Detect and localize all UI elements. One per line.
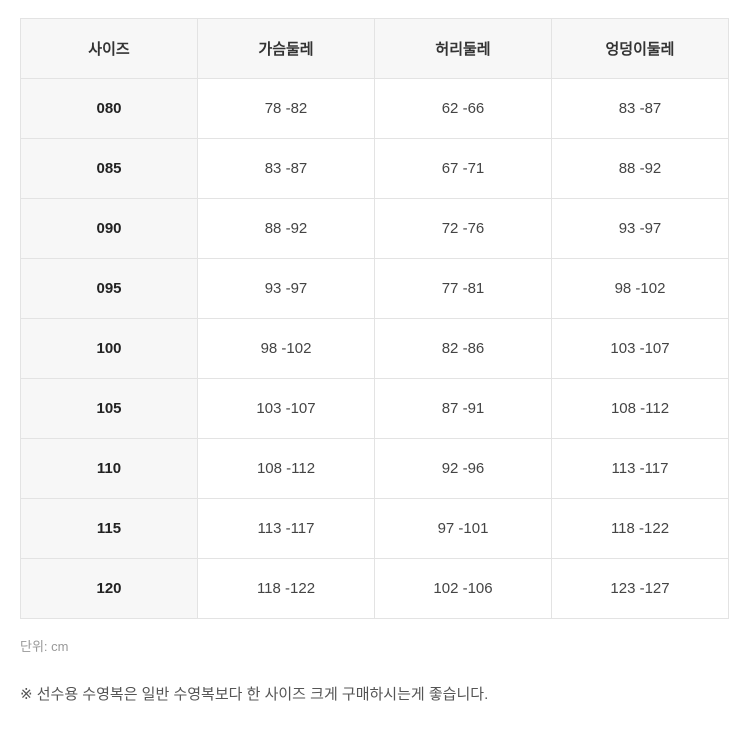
cell-hip: 93 -97 [551,198,729,259]
cell-hip: 108 -112 [551,378,729,439]
cell-chest: 98 -102 [197,318,375,379]
cell-hip: 88 -92 [551,138,729,199]
cell-waist: 72 -76 [374,198,552,259]
cell-chest: 103 -107 [197,378,375,439]
cell-chest: 78 -82 [197,78,375,139]
table-row: 080 78 -82 62 -66 83 -87 [20,78,729,139]
size-note: ※ 선수용 수영복은 일반 수영복보다 한 사이즈 크게 구매하시는게 좋습니다… [20,686,489,703]
table-row: 120 118 -122 102 -106 123 -127 [20,558,729,619]
table-row: 095 93 -97 77 -81 98 -102 [20,258,729,319]
cell-chest: 88 -92 [197,198,375,259]
cell-hip: 98 -102 [551,258,729,319]
unit-label: 단위: cm [20,639,69,654]
cell-waist: 67 -71 [374,138,552,199]
cell-waist: 92 -96 [374,438,552,499]
cell-waist: 97 -101 [374,498,552,559]
cell-size: 100 [20,318,198,379]
cell-size: 085 [20,138,198,199]
cell-hip: 123 -127 [551,558,729,619]
cell-waist: 77 -81 [374,258,552,319]
table-row: 090 88 -92 72 -76 93 -97 [20,198,729,259]
cell-hip: 118 -122 [551,498,729,559]
cell-size: 110 [20,438,198,499]
table-row: 100 98 -102 82 -86 103 -107 [20,318,729,379]
table-row: 110 108 -112 92 -96 113 -117 [20,438,729,499]
cell-size: 090 [20,198,198,259]
table-row: 085 83 -87 67 -71 88 -92 [20,138,729,199]
size-chart-table: 사이즈 가슴둘레 허리둘레 엉덩이둘레 080 78 -82 62 -66 83 -8… [20,18,729,619]
header-chest: 가슴둘레 [197,18,375,79]
header-waist: 허리둘레 [374,18,552,79]
cell-chest: 83 -87 [197,138,375,199]
cell-waist: 82 -86 [374,318,552,379]
cell-size: 105 [20,378,198,439]
table-header-row: 사이즈 가슴둘레 허리둘레 엉덩이둘레 [20,18,729,79]
cell-chest: 118 -122 [197,558,375,619]
header-hip: 엉덩이둘레 [551,18,729,79]
cell-hip: 103 -107 [551,318,729,379]
cell-hip: 83 -87 [551,78,729,139]
cell-waist: 102 -106 [374,558,552,619]
cell-size: 095 [20,258,198,319]
table-row: 105 103 -107 87 -91 108 -112 [20,378,729,439]
cell-waist: 62 -66 [374,78,552,139]
cell-chest: 108 -112 [197,438,375,499]
cell-size: 115 [20,498,198,559]
cell-size: 080 [20,78,198,139]
header-size: 사이즈 [20,18,198,79]
cell-hip: 113 -117 [551,438,729,499]
cell-chest: 113 -117 [197,498,375,559]
cell-chest: 93 -97 [197,258,375,319]
table-row: 115 113 -117 97 -101 118 -122 [20,498,729,559]
cell-size: 120 [20,558,198,619]
cell-waist: 87 -91 [374,378,552,439]
